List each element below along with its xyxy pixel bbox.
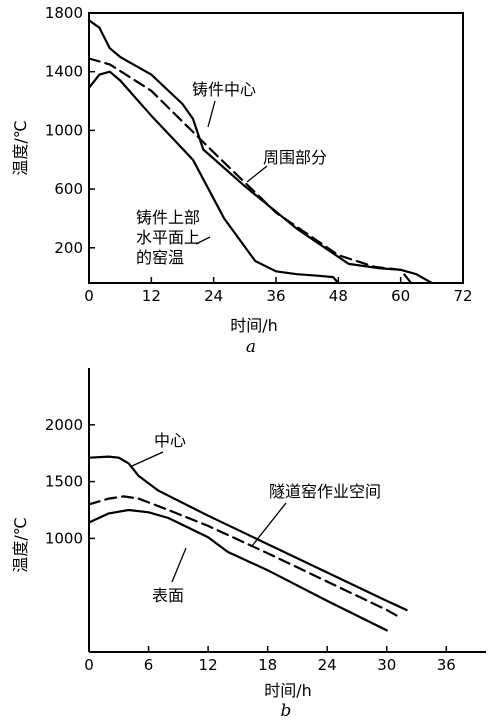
panel-b-ticks: 0 6 12 18 24 30 36 1000 1500 2000 — [45, 416, 456, 674]
panel-a-ytick-label-200: 200 — [54, 239, 83, 257]
panel-a: 0 12 24 36 48 60 72 200 600 1000 1400 1800 时间/h 温度/… — [11, 4, 473, 357]
panel-b-series-line-2 — [87, 508, 388, 632]
panel-b-series-line-1 — [87, 495, 398, 617]
panel-a-xtick-label-48: 48 — [329, 287, 348, 305]
annotation-kiln-3: 的窑温 — [136, 248, 184, 267]
panel-a-lines — [87, 19, 433, 285]
panel-b-xtick-label-0: 0 — [84, 656, 94, 674]
leader-surrounding — [246, 165, 268, 183]
panel-a-xtick-label-60: 60 — [391, 287, 410, 305]
panel-a-xtick-label-24: 24 — [204, 287, 223, 305]
panel-a-xtick-label-12: 12 — [142, 287, 161, 305]
annotation-kiln-space: 隧道窑作业空间 — [269, 482, 381, 501]
panel-a-ytick-label-1400: 1400 — [45, 63, 83, 81]
panel-b-label: b — [281, 701, 292, 720]
annotation-surface: 表面 — [152, 586, 184, 605]
panel-b-ytick-label-1500: 1500 — [45, 473, 83, 491]
panel-a-ytick-label-1000: 1000 — [45, 121, 83, 139]
panel-b-xtick-label-30: 30 — [377, 656, 396, 674]
annotation-casting-center: 铸件中心 — [192, 80, 256, 99]
panel-a-ylabel: 温度/℃ — [11, 120, 30, 175]
annotation-kiln-1: 铸件上部 — [136, 208, 200, 227]
panel-b-xtick-label-18: 18 — [258, 656, 277, 674]
panel-a-label: a — [246, 337, 256, 357]
panel-b-ylabel: 温度/℃ — [11, 517, 30, 572]
panel-a-xlabel: 时间/h — [230, 316, 278, 335]
panel-b-ytick-label-2000: 2000 — [45, 416, 83, 434]
panel-a-xtick-label-0: 0 — [84, 287, 94, 305]
panel-a-xtick-label-72: 72 — [453, 287, 472, 305]
annotation-kiln-2: 水平面上 — [136, 228, 200, 247]
leader-center — [131, 451, 164, 467]
leader-kiln — [195, 236, 211, 245]
panel-b-xtick-label-36: 36 — [437, 656, 456, 674]
panel-b-ytick-label-1000: 1000 — [45, 529, 83, 547]
panel-b-series-line-0 — [87, 455, 408, 612]
panel-a-xtick-label-36: 36 — [266, 287, 285, 305]
panel-b-xtick-label-6: 6 — [144, 656, 154, 674]
panel-a-series-line-2 — [87, 70, 340, 285]
panel-b-xlabel: 时间/h — [264, 681, 312, 700]
annotation-center: 中心 — [154, 431, 186, 450]
leader-surface — [171, 547, 187, 583]
panel-b-lines — [87, 455, 408, 632]
panel-a-ticks: 0 12 24 36 48 60 72 200 600 1000 1400 1800 — [45, 4, 473, 305]
panel-a-ytick-label-1800: 1800 — [45, 4, 83, 22]
panel-a-series-line-1 — [87, 57, 413, 285]
panel-b-xtick-label-12: 12 — [199, 656, 218, 674]
panel-a-ytick-label-600: 600 — [54, 180, 83, 198]
leader-casting-center — [207, 100, 216, 128]
annotation-surrounding: 周围部分 — [263, 148, 327, 167]
panel-b-xtick-label-24: 24 — [318, 656, 337, 674]
leader-kiln-space — [251, 502, 287, 547]
